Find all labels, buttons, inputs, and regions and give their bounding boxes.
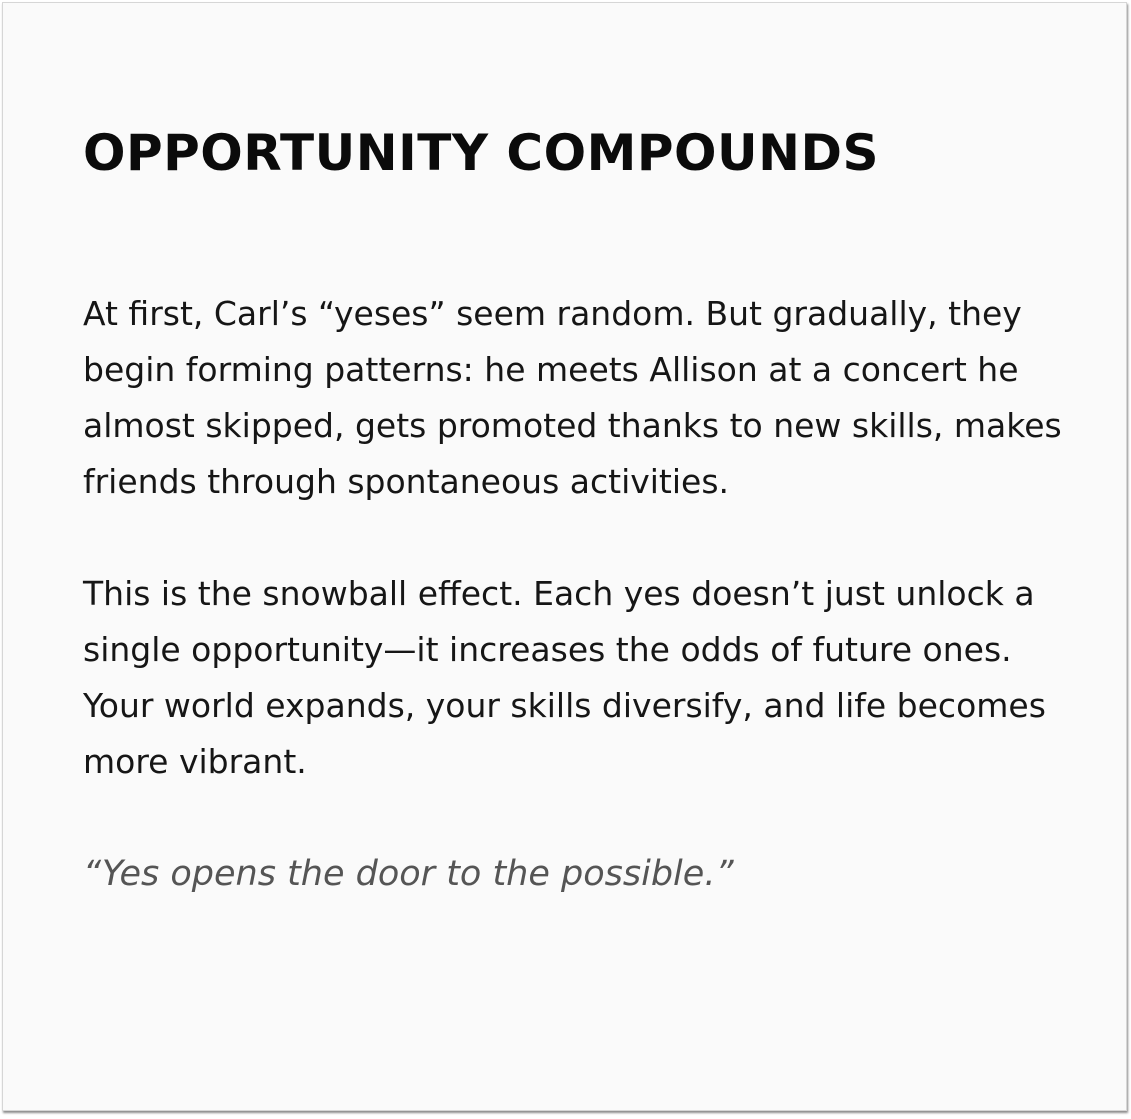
body-text: At first, Carl’s “yeses” seem random. Bu…: [83, 286, 1063, 902]
page-title: OPPORTUNITY COMPOUNDS: [83, 124, 879, 182]
pull-quote: “Yes opens the door to the possible.”: [83, 854, 734, 894]
paragraph-1: At first, Carl’s “yeses” seem random. Bu…: [83, 294, 1062, 501]
paragraph-2: This is the snowball effect. Each yes do…: [83, 574, 1046, 781]
